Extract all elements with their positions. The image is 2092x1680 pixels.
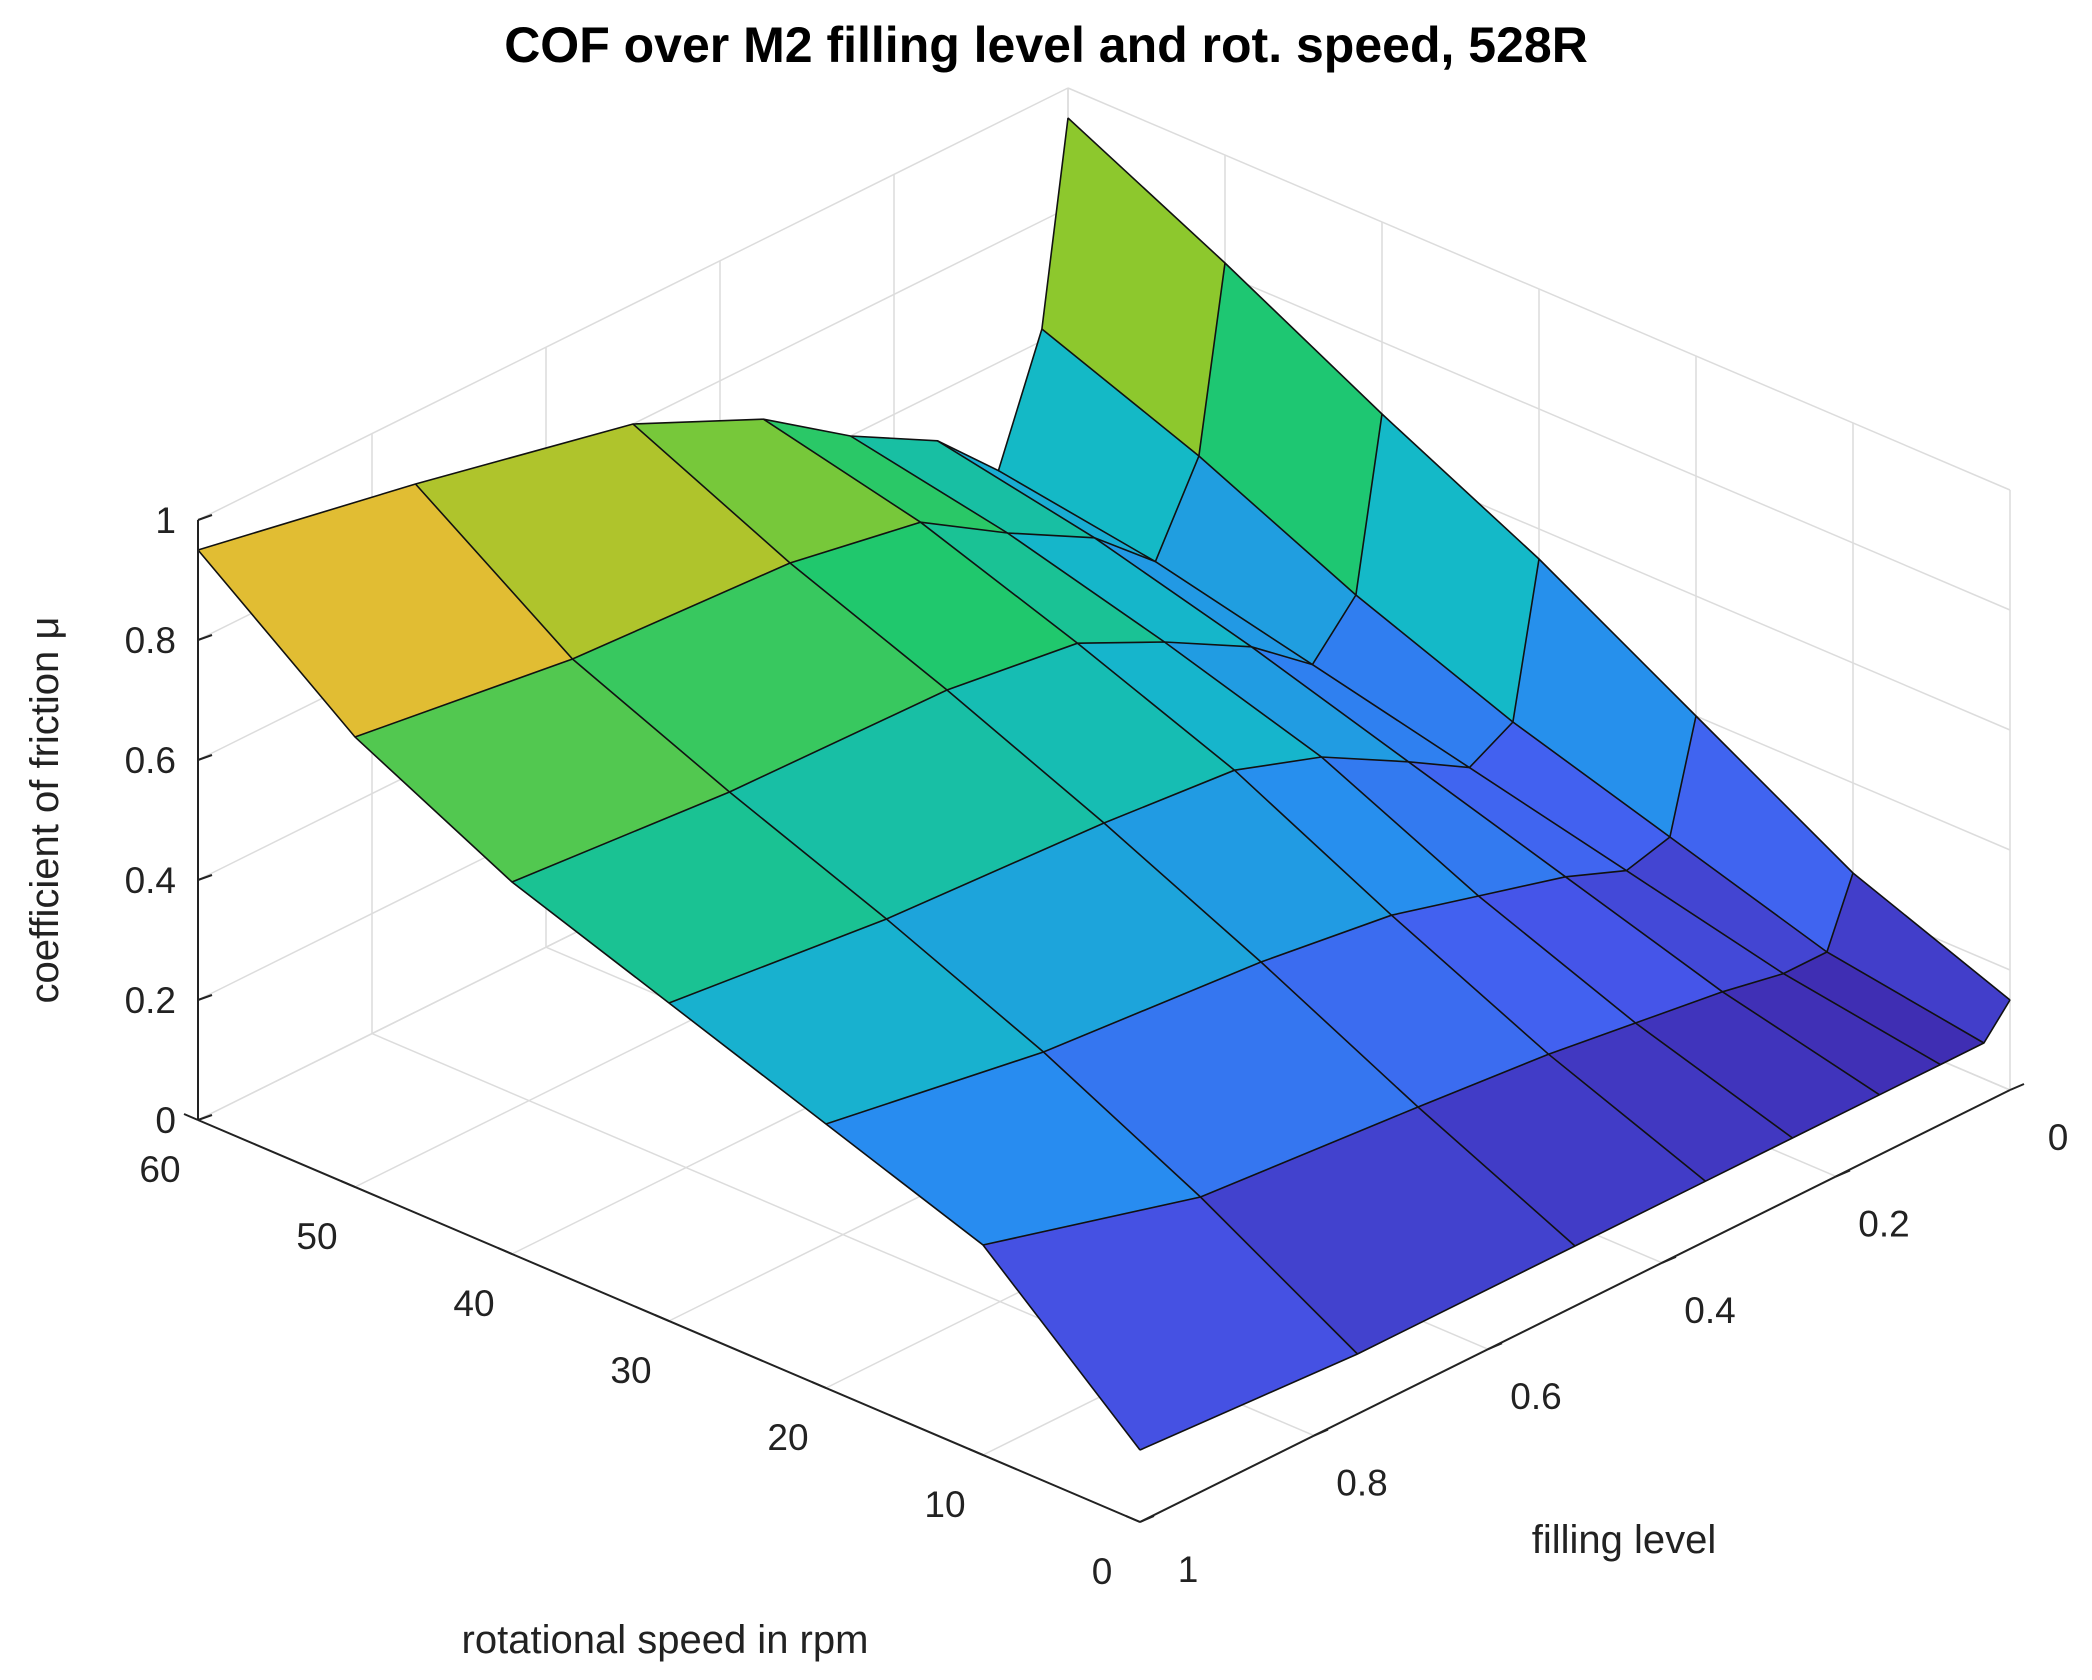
z-tick-mark	[197, 634, 213, 641]
y-tick-label: 40	[453, 1283, 494, 1324]
y-tick-label: 50	[296, 1216, 337, 1257]
x-axis-label: filling level	[1532, 1518, 1717, 1562]
y-tick-label: 10	[924, 1484, 965, 1525]
chart-title: COF over M2 filling level and rot. speed…	[504, 17, 1588, 73]
wall-grid-line	[197, 87, 1069, 521]
y-tick-mark	[340, 1180, 356, 1188]
y-tick-mark	[968, 1448, 984, 1456]
x-tick-label: 0.6	[1510, 1376, 1561, 1417]
y-tick-mark	[654, 1314, 670, 1322]
x-tick-mark	[1139, 1515, 1155, 1523]
y-tick-label: 20	[767, 1417, 808, 1458]
tick-labels: 010203040506000.20.40.60.8100.20.40.60.8…	[125, 500, 2069, 1592]
z-tick-mark	[197, 994, 213, 1001]
x-tick-label: 0	[2048, 1117, 2069, 1158]
y-tick-label: 0	[1092, 1551, 1113, 1592]
z-axis-label: coefficient of friction μ	[23, 617, 67, 1004]
z-tick-label: 1	[155, 500, 176, 541]
y-tick-label: 30	[610, 1350, 651, 1391]
x-tick-mark	[1661, 1255, 1677, 1264]
z-tick-mark	[197, 514, 213, 521]
x-tick-mark	[1487, 1342, 1503, 1351]
mesh-line	[511, 413, 1383, 883]
surface	[197, 117, 2011, 1451]
x-tick-label: 0.8	[1336, 1463, 1387, 1504]
z-tick-label: 0.6	[125, 740, 176, 781]
mesh-line	[668, 558, 1540, 1004]
mesh-line	[1139, 999, 2011, 1451]
x-tick-label: 0.4	[1684, 1290, 1735, 1331]
y-tick-mark	[497, 1247, 513, 1255]
z-tick-label: 0.8	[125, 620, 176, 661]
x-tick-mark	[2009, 1083, 2025, 1091]
z-tick-mark	[197, 874, 213, 881]
x-tick-mark	[1835, 1169, 1851, 1178]
y-tick-mark	[811, 1381, 827, 1389]
mesh-line	[982, 872, 1854, 1246]
y-tick-mark	[1125, 1515, 1141, 1523]
y-tick-mark	[183, 1113, 199, 1121]
mesh-line	[825, 715, 1697, 1125]
z-tick-label: 0.2	[125, 980, 176, 1021]
z-tick-mark	[197, 1114, 213, 1121]
x-tick-label: 1	[1178, 1549, 1199, 1590]
x-tick-label: 0.2	[1858, 1203, 1909, 1244]
x-tick-mark	[1313, 1428, 1329, 1437]
mesh-line	[197, 117, 1069, 551]
x-axis-line	[1139, 1089, 2011, 1523]
z-tick-label: 0	[155, 1100, 176, 1141]
z-tick-mark	[197, 754, 213, 761]
y-tick-label: 60	[139, 1149, 180, 1190]
y-axis-label: rotational speed in rpm	[462, 1618, 869, 1662]
mesh-line	[354, 262, 1226, 738]
z-tick-label: 0.4	[125, 860, 176, 901]
axes	[183, 514, 2025, 1523]
